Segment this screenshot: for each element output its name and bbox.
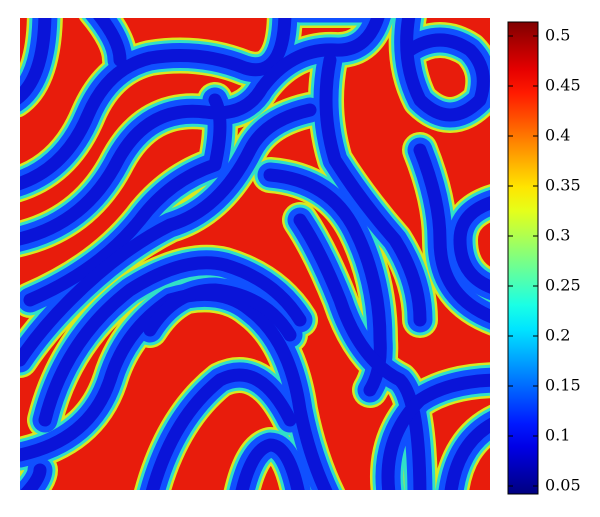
colorbar-tick-label: 0.15 — [545, 376, 581, 395]
colorbar-tick-label: 0.3 — [545, 226, 570, 245]
colorbar-tick-label: 0.05 — [545, 476, 581, 495]
stripe — [20, 18, 292, 191]
stripe — [93, 18, 127, 67]
colorbar-tick-label: 0.5 — [545, 26, 570, 45]
colorbar-tick-label: 0.1 — [545, 426, 570, 445]
stripe — [145, 368, 297, 490]
colorbar-tick-label: 0.45 — [545, 76, 581, 95]
stripe — [444, 417, 490, 490]
colorbar-tick-label: 0.25 — [545, 276, 581, 295]
stripe — [235, 438, 305, 490]
stripe — [20, 18, 52, 105]
pattern-image — [20, 18, 490, 490]
colorbar-tick-label: 0.35 — [545, 176, 581, 195]
stripe — [413, 143, 490, 324]
stripe — [400, 18, 490, 122]
colorbar-tick-label: 0.4 — [545, 126, 570, 145]
colorbar — [507, 21, 539, 495]
colorbar-tick-label: 0.2 — [545, 326, 570, 345]
stripe — [23, 93, 227, 307]
stripe — [20, 463, 47, 490]
stripe — [319, 53, 427, 327]
stripe — [38, 256, 307, 427]
stripe — [381, 373, 490, 490]
stripe — [293, 213, 427, 490]
stripe — [143, 283, 297, 342]
stripe — [20, 103, 317, 367]
stripe — [453, 196, 490, 294]
